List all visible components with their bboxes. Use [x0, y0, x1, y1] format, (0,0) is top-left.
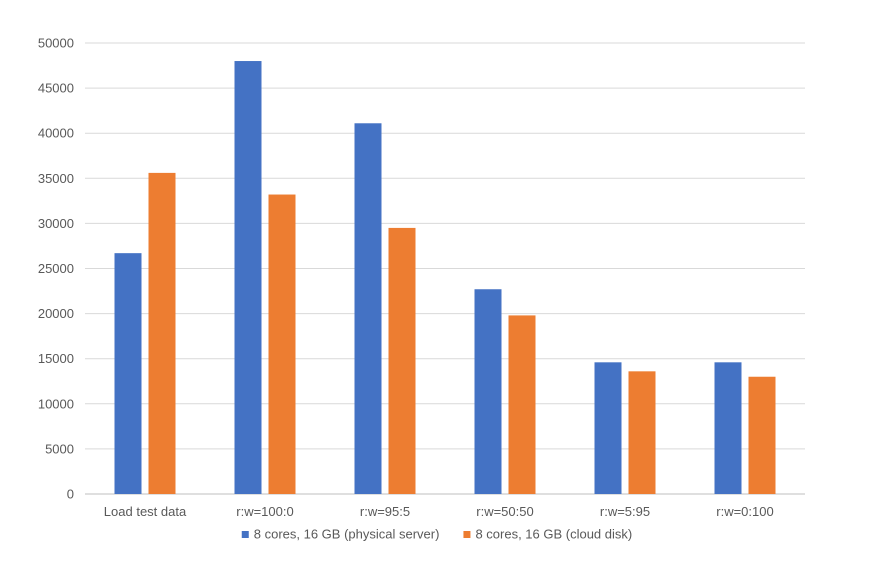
bars — [114, 61, 776, 494]
x-tick-label: r:w=0:100 — [716, 504, 773, 519]
legend-swatch — [241, 531, 249, 538]
bar-series-1-6 — [714, 362, 742, 494]
bar-series-2-3 — [388, 227, 416, 494]
y-tick-label: 50000 — [38, 36, 74, 51]
x-tick-label: r:w=100:0 — [236, 504, 293, 519]
legend-swatch — [463, 531, 471, 538]
bar-series-1-2 — [234, 61, 262, 494]
legend-label: 8 cores, 16 GB (physical server) — [254, 527, 440, 542]
y-axis: 0 5000 10000 15000 20000 25000 30000 35000 40000… — [38, 36, 74, 502]
legend-item: 8 cores, 16 GB (physical server) — [241, 527, 440, 542]
bar-series-2-5 — [628, 371, 656, 494]
x-tick-label: r:w=50:50 — [476, 504, 533, 519]
bar-series-1-3 — [354, 123, 382, 494]
x-tick-label: Load test data — [104, 504, 187, 519]
bar-series-1-1 — [114, 253, 142, 494]
bar-series-1-4 — [474, 289, 502, 494]
x-tick-label: r:w=5:95 — [600, 504, 650, 519]
y-tick-label: 25000 — [38, 261, 74, 276]
x-tick-label: r:w=95:5 — [360, 504, 410, 519]
y-tick-label: 40000 — [38, 126, 74, 141]
y-tick-label: 45000 — [38, 81, 74, 96]
y-tick-label: 20000 — [38, 306, 74, 321]
bar-series-2-2 — [268, 194, 296, 494]
bar-series-2-6 — [748, 376, 776, 494]
y-tick-label: 0 — [67, 487, 74, 502]
gridlines — [85, 42, 805, 495]
y-tick-label: 35000 — [38, 171, 74, 186]
y-tick-label: 5000 — [45, 441, 74, 456]
bar-series-2-4 — [508, 315, 536, 494]
bar-series-2-1 — [148, 172, 176, 494]
y-tick-label: 30000 — [38, 216, 74, 231]
legend-item: 8 cores, 16 GB (cloud disk) — [463, 527, 632, 542]
bar-series-1-5 — [594, 362, 622, 494]
legend: 8 cores, 16 GB (physical server) 8 cores,… — [241, 527, 632, 542]
y-tick-label: 10000 — [38, 396, 74, 411]
legend-label: 8 cores, 16 GB (cloud disk) — [475, 527, 632, 542]
x-axis: Load test data r:w=100:0 r:w=95:5 r:w=50:50… — [104, 504, 774, 519]
y-tick-label: 15000 — [38, 351, 74, 366]
